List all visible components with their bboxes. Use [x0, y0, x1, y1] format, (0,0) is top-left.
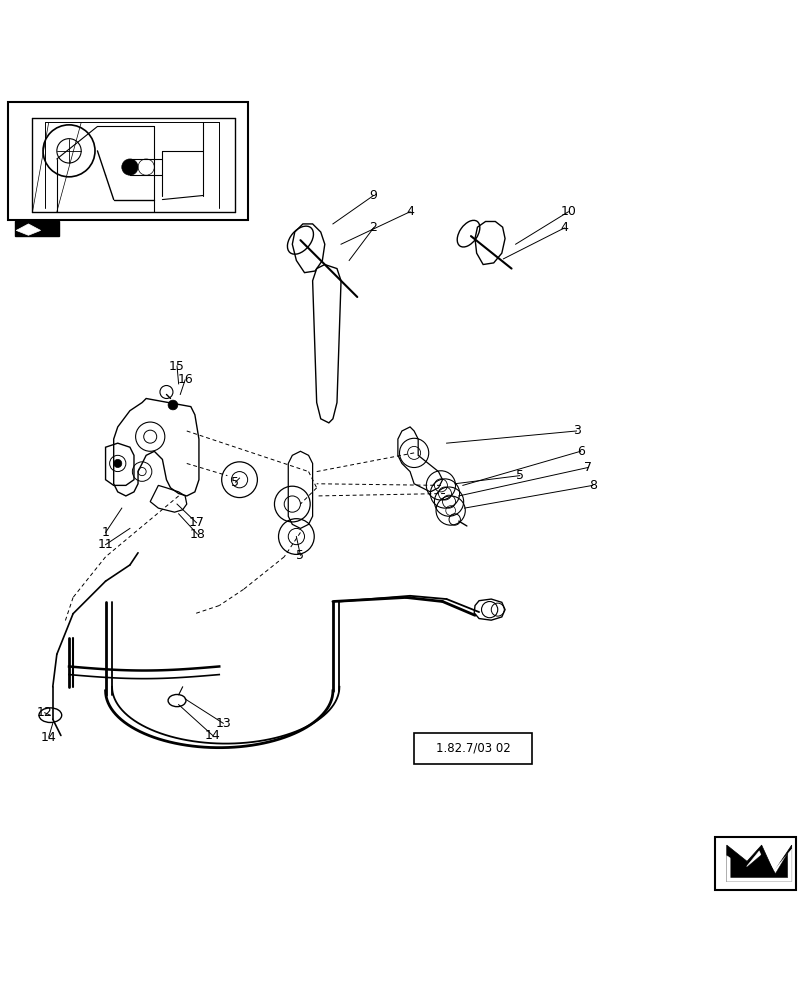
Text: 5: 5	[515, 469, 523, 482]
Text: 12: 12	[36, 706, 53, 719]
Text: 13: 13	[215, 717, 231, 730]
Text: 10: 10	[560, 205, 576, 218]
Circle shape	[122, 159, 138, 175]
Bar	[414, 733, 531, 764]
Text: 4: 4	[560, 221, 568, 234]
Text: 1: 1	[101, 526, 109, 539]
Bar	[714, 837, 795, 890]
Polygon shape	[726, 845, 791, 882]
Text: 14: 14	[41, 731, 57, 744]
Circle shape	[114, 459, 122, 468]
Text: 16: 16	[177, 373, 193, 386]
Bar	[8, 102, 247, 220]
Text: 14: 14	[204, 729, 221, 742]
Bar	[15, 221, 59, 236]
Text: 2: 2	[369, 221, 377, 234]
Text: 5: 5	[231, 476, 239, 489]
Text: 17: 17	[188, 516, 204, 529]
Text: 8: 8	[588, 479, 596, 492]
Text: 6: 6	[576, 445, 584, 458]
Text: 3: 3	[572, 424, 580, 437]
Circle shape	[168, 400, 178, 410]
Text: 5: 5	[296, 549, 304, 562]
Text: 11: 11	[97, 538, 114, 551]
Text: 7: 7	[583, 461, 591, 474]
Polygon shape	[730, 853, 787, 878]
Text: 4: 4	[406, 205, 414, 218]
Text: 18: 18	[189, 528, 205, 541]
Text: 1.82.7/03 02: 1.82.7/03 02	[435, 742, 510, 755]
Text: 15: 15	[169, 360, 185, 373]
Polygon shape	[726, 849, 791, 882]
Polygon shape	[16, 224, 41, 235]
Text: 9: 9	[369, 189, 377, 202]
